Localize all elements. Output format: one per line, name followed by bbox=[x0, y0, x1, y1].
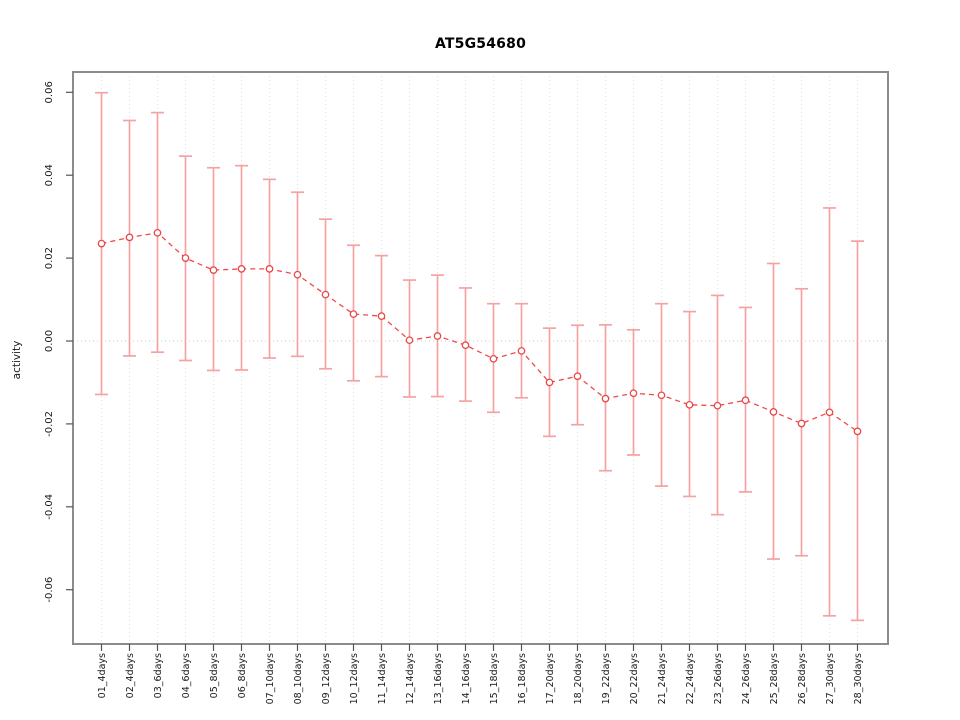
y-tick-label: 0.06 bbox=[44, 81, 55, 103]
data-point bbox=[741, 396, 750, 405]
chart-title: AT5G54680 bbox=[434, 36, 527, 52]
data-point bbox=[181, 254, 190, 262]
x-tick-label: 14_16days bbox=[461, 653, 472, 704]
x-tick-label: 08_10days bbox=[293, 653, 304, 704]
data-point bbox=[125, 233, 134, 242]
x-tick-label: 12_14days bbox=[405, 653, 416, 704]
error-bars bbox=[95, 91, 864, 622]
x-tick-label: 02_4days bbox=[125, 653, 136, 698]
x-tick-label: 09_12days bbox=[321, 653, 332, 704]
y-tick-label: 0.02 bbox=[44, 247, 55, 269]
x-tick-label: 19_22days bbox=[601, 653, 612, 704]
x-tick-label: 04_6days bbox=[181, 653, 192, 698]
x-tick-label: 01_4days bbox=[97, 653, 108, 698]
data-point bbox=[265, 265, 274, 273]
x-tick-label: 03_6days bbox=[153, 653, 164, 698]
data-point bbox=[293, 270, 302, 279]
y-tick-label: 0.04 bbox=[44, 164, 55, 186]
x-tick-label: 28_30days bbox=[853, 653, 864, 704]
data-point bbox=[657, 391, 666, 400]
y-tick-label: -0.02 bbox=[44, 411, 55, 437]
series-line bbox=[101, 232, 858, 432]
data-point bbox=[685, 400, 694, 409]
data-point bbox=[377, 312, 386, 320]
x-axis: 01_4days 02_4days 03_6days 04_6days 05_8days… bbox=[97, 644, 864, 704]
data-point bbox=[713, 401, 722, 410]
data-point bbox=[433, 332, 442, 340]
data-point bbox=[461, 341, 470, 350]
x-tick-label: 07_10days bbox=[265, 653, 276, 704]
data-points bbox=[97, 228, 862, 436]
data-point bbox=[853, 427, 862, 436]
x-tick-label: 15_18days bbox=[489, 653, 500, 704]
x-tick-label: 05_8days bbox=[209, 653, 220, 698]
y-tick-label: 0.00 bbox=[44, 330, 55, 352]
data-point bbox=[97, 239, 106, 248]
x-tick-label: 21_24days bbox=[657, 653, 668, 704]
data-point bbox=[153, 228, 162, 237]
x-tick-label: 10_12days bbox=[349, 653, 360, 704]
y-tick-label: -0.04 bbox=[44, 494, 55, 520]
x-tick-label: 23_26days bbox=[713, 653, 724, 704]
x-tick-label: 17_20days bbox=[545, 653, 556, 704]
data-point bbox=[797, 419, 806, 428]
data-point bbox=[573, 372, 582, 381]
data-point bbox=[349, 310, 358, 318]
x-tick-label: 22_24days bbox=[685, 653, 696, 704]
category-gridlines bbox=[101, 72, 858, 644]
x-tick-label: 18_20days bbox=[573, 653, 584, 704]
x-tick-label: 13_16days bbox=[433, 653, 444, 704]
data-point bbox=[545, 378, 554, 387]
x-tick-label: 16_18days bbox=[517, 653, 528, 704]
data-point bbox=[629, 389, 638, 398]
data-point bbox=[209, 266, 218, 274]
data-point bbox=[517, 347, 526, 355]
data-point bbox=[237, 265, 246, 273]
x-tick-label: 25_28days bbox=[769, 653, 780, 704]
data-point bbox=[769, 408, 778, 416]
x-tick-label: 11_14days bbox=[377, 653, 388, 704]
x-tick-label: 27_30days bbox=[825, 653, 836, 704]
data-point bbox=[825, 408, 834, 417]
x-tick-label: 06_8days bbox=[237, 653, 248, 698]
data-point bbox=[489, 354, 498, 363]
plot-frame bbox=[72, 71, 889, 645]
x-tick-label: 24_26days bbox=[741, 653, 752, 704]
data-point bbox=[601, 394, 610, 403]
y-tick-label: -0.06 bbox=[44, 577, 55, 603]
x-tick-label: 26_28days bbox=[797, 653, 808, 704]
x-tick-label: 20_22days bbox=[629, 653, 640, 704]
y-axis: -0.06 -0.04 -0.02 0.00 0.02 0.04 0.06 bbox=[44, 81, 73, 603]
data-point bbox=[405, 336, 414, 345]
data-point bbox=[321, 290, 330, 299]
